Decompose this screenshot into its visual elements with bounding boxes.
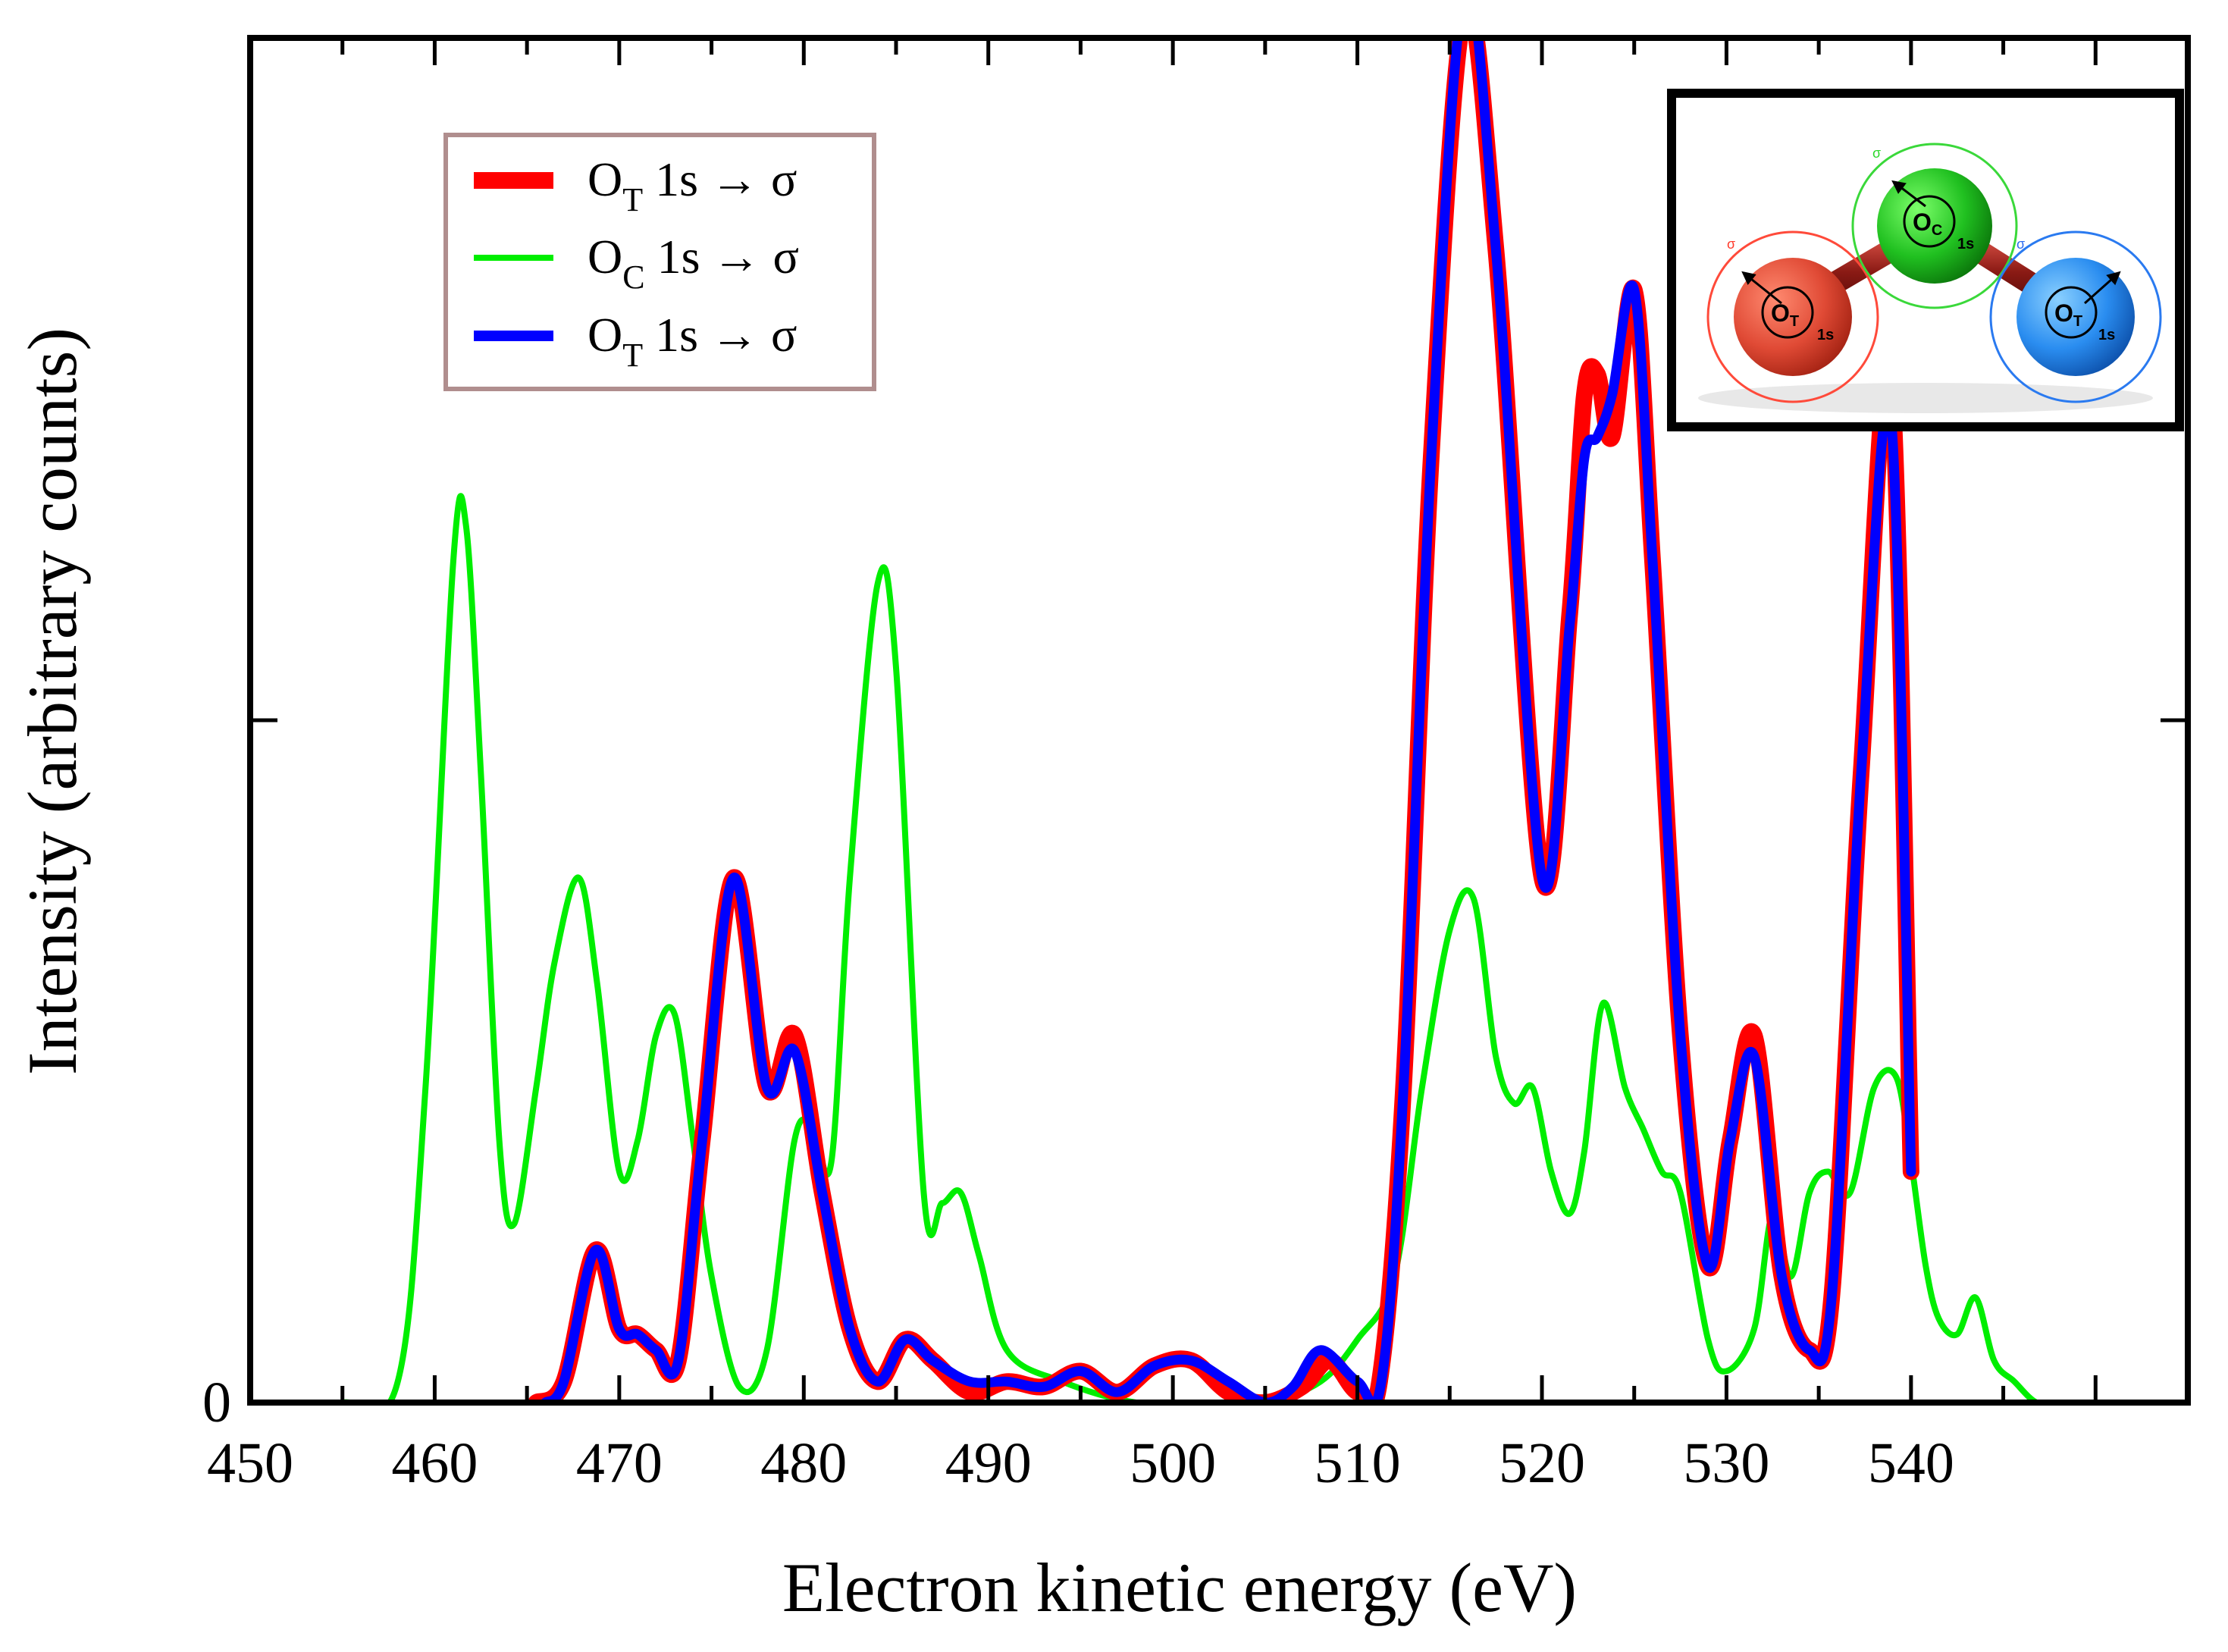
atom-label-left: OT [1771,299,1799,330]
x-tick-label: 530 [1683,1431,1769,1495]
atom-ot-right [2016,258,2135,376]
x-tick-label: 460 [391,1431,478,1495]
sigma-arrow-center [1891,180,1926,208]
orbital-ring-left [1706,230,1879,403]
x-tick-label: 490 [945,1431,1032,1495]
core-circle-left [1761,286,1814,339]
x-tick-label: 500 [1130,1431,1216,1495]
orbital-ring-center [1851,143,2018,309]
y-axis-title: Intensity (arbitrary counts) [14,328,91,1075]
sigma-label-right: σ [2016,237,2025,252]
legend-label-green: OC 1s → σ [588,230,799,296]
series-line-oc-green [250,493,2188,1403]
atom-label-center: OC [1913,208,1942,239]
series-layer [250,38,2188,1403]
sigma-arrow-left [1741,271,1782,305]
orbital-label-right: 1s [2098,327,2115,343]
x-axis-title: Electron kinetic energy (eV) [782,1549,1577,1626]
x-tick-label: 480 [760,1431,847,1495]
core-circle-right [2045,286,2098,339]
x-tick-label: 470 [576,1431,663,1495]
inset-shadow [1698,383,2153,413]
sigma-arrow-right [2084,271,2121,305]
atom-oc-center [1877,168,1992,284]
series-line-ot-blue [541,38,1916,1403]
molecule-inset: σ OT 1s σ OC 1s σ OT 1s [1667,89,2184,431]
x-tick-label: 520 [1499,1431,1585,1495]
x-tick-label: 510 [1315,1431,1401,1495]
orbital-ring-right [1989,230,2162,403]
legend-label-red: OT 1s → σ [588,152,798,218]
atom-label-right: OT [2054,299,2082,330]
y-tick-label: 0 [202,1371,231,1434]
tick-layer: 450 460 470 480 490 500 510 520 530 540 0 [202,38,2190,1495]
x-tick-label: 450 [207,1431,293,1495]
orbital-label-left: 1s [1817,327,1834,343]
legend: OT 1s → σ OC 1s → σ OT 1s → σ [443,133,876,391]
sigma-label-left: σ [1727,237,1735,252]
orbital-label-center: 1s [1957,236,1974,252]
x-tick-label: 540 [1868,1431,1954,1495]
core-circle-center [1903,195,1956,248]
legend-label-blue: OT 1s → σ [588,308,798,374]
sigma-label-center: σ [1872,146,1881,161]
